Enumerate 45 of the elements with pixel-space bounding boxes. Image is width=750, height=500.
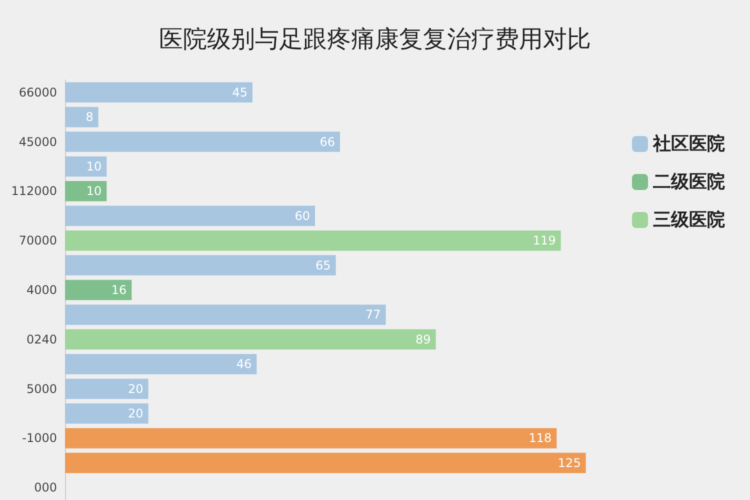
data-label: 89: [416, 332, 431, 346]
y-tick-label: 0240: [26, 332, 57, 346]
data-label: 46: [236, 357, 252, 372]
data-label: 45: [232, 85, 248, 100]
y-tick-label: 66000: [18, 85, 57, 100]
data-label: 16: [111, 283, 127, 297]
data-label: 65: [316, 258, 331, 272]
legend-label: 社区医院: [652, 134, 725, 154]
data-label: 119: [532, 234, 556, 248]
y-tick-label: -1000: [22, 431, 57, 446]
data-label: 66: [320, 134, 335, 149]
bar: [65, 329, 436, 350]
legend-label: 三级医院: [653, 210, 725, 230]
y-tick-label: 5000: [26, 382, 57, 396]
legend-label: 二级医院: [653, 172, 725, 192]
bar: [65, 206, 315, 226]
data-label: 125: [558, 456, 581, 470]
chart-title: 医院级别与足跟疼痛康复复治疗费用对比: [159, 25, 591, 53]
bar: [65, 428, 557, 448]
data-label: 77: [366, 308, 381, 322]
data-label: 8: [86, 110, 94, 124]
bar: [65, 106, 98, 128]
bar: [65, 82, 252, 102]
bar: [65, 230, 561, 251]
data-label: 118: [528, 431, 552, 446]
data-label: 20: [128, 382, 144, 396]
bar: [65, 403, 148, 424]
bar: [65, 378, 148, 399]
bar: [65, 304, 386, 325]
y-tick-label: 45000: [18, 134, 57, 149]
y-tick-label: 000: [34, 480, 57, 495]
y-tick-label: 112000: [11, 184, 57, 198]
y-tick-label: 70000: [18, 234, 57, 248]
y-tick-label: 4000: [26, 283, 57, 297]
data-label: 10: [86, 159, 102, 174]
bar: [65, 181, 107, 202]
data-label: 10: [86, 184, 102, 198]
bar: [65, 354, 257, 374]
bar: [65, 156, 107, 177]
bar: [65, 132, 340, 152]
bar: [65, 452, 586, 474]
data-label: 20: [128, 406, 144, 421]
bar: [65, 280, 132, 300]
bar: [65, 255, 336, 276]
data-label: 60: [294, 208, 310, 223]
